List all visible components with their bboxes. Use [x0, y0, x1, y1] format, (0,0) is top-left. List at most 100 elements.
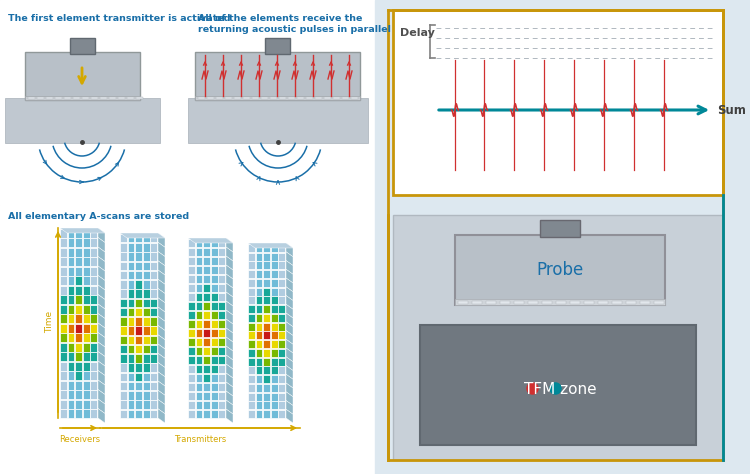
Bar: [263, 253, 270, 261]
Bar: [203, 248, 210, 256]
Bar: [68, 362, 74, 371]
Polygon shape: [120, 233, 165, 238]
Bar: [75, 390, 82, 399]
Bar: [211, 401, 218, 409]
Bar: [211, 356, 218, 364]
Bar: [120, 289, 127, 298]
Bar: [60, 248, 67, 256]
Bar: [218, 374, 225, 382]
Bar: [128, 382, 134, 390]
Bar: [196, 266, 202, 274]
Bar: [248, 314, 255, 322]
Bar: [75, 400, 82, 409]
Polygon shape: [286, 392, 293, 405]
Bar: [68, 238, 74, 247]
Bar: [25, 52, 140, 100]
Bar: [556, 301, 566, 304]
Bar: [278, 384, 285, 392]
Bar: [196, 311, 202, 319]
Bar: [151, 401, 157, 409]
Bar: [297, 97, 304, 99]
Bar: [216, 97, 223, 99]
Bar: [278, 340, 285, 348]
Bar: [256, 322, 262, 330]
Bar: [142, 308, 149, 316]
Bar: [278, 401, 285, 409]
Bar: [203, 239, 210, 247]
Polygon shape: [158, 242, 165, 256]
Bar: [60, 229, 67, 237]
Bar: [256, 305, 262, 313]
Bar: [91, 229, 98, 237]
Bar: [218, 311, 225, 319]
Bar: [135, 326, 142, 335]
Bar: [82, 295, 89, 304]
Bar: [271, 270, 278, 278]
Bar: [60, 324, 67, 332]
Bar: [128, 289, 134, 298]
Polygon shape: [286, 374, 293, 388]
Bar: [263, 288, 270, 295]
Bar: [75, 410, 82, 418]
Bar: [142, 280, 149, 289]
Polygon shape: [226, 238, 233, 252]
Bar: [196, 248, 202, 256]
Bar: [263, 392, 270, 401]
Bar: [203, 320, 210, 328]
Bar: [142, 336, 149, 344]
Bar: [82, 371, 89, 380]
Bar: [203, 302, 210, 310]
Bar: [188, 383, 195, 391]
Bar: [256, 401, 262, 409]
Bar: [256, 270, 262, 278]
Bar: [211, 266, 218, 274]
Bar: [91, 295, 98, 304]
Bar: [82, 362, 89, 371]
Bar: [218, 302, 225, 310]
Bar: [196, 257, 202, 265]
Bar: [68, 267, 74, 275]
Bar: [136, 97, 143, 99]
Bar: [218, 266, 225, 274]
Polygon shape: [286, 313, 293, 327]
Bar: [188, 275, 195, 283]
Bar: [195, 96, 360, 100]
Bar: [135, 280, 142, 289]
Bar: [75, 276, 82, 285]
Polygon shape: [226, 292, 233, 306]
Bar: [271, 322, 278, 330]
Polygon shape: [158, 307, 165, 321]
Bar: [91, 305, 98, 313]
Bar: [128, 345, 134, 353]
Bar: [256, 253, 262, 261]
Bar: [256, 366, 262, 374]
Bar: [5, 98, 160, 143]
Bar: [263, 279, 270, 287]
Bar: [218, 257, 225, 265]
Bar: [82, 238, 89, 247]
Bar: [75, 343, 82, 352]
Bar: [60, 362, 67, 371]
Bar: [0, 205, 375, 474]
Polygon shape: [158, 400, 165, 414]
Bar: [120, 354, 127, 363]
Polygon shape: [98, 266, 105, 281]
Bar: [128, 280, 134, 289]
Bar: [82, 286, 89, 294]
Bar: [196, 329, 202, 337]
Bar: [127, 97, 134, 99]
Text: Transmitters: Transmitters: [174, 435, 226, 444]
Bar: [188, 392, 195, 400]
Bar: [75, 257, 82, 266]
Bar: [218, 338, 225, 346]
Bar: [263, 401, 270, 409]
Bar: [528, 301, 538, 304]
Bar: [68, 229, 74, 237]
Bar: [256, 314, 262, 322]
Bar: [91, 410, 98, 418]
Bar: [263, 375, 270, 383]
Bar: [75, 238, 82, 247]
Text: Sum: Sum: [717, 103, 746, 117]
Bar: [278, 279, 285, 287]
Bar: [211, 320, 218, 328]
